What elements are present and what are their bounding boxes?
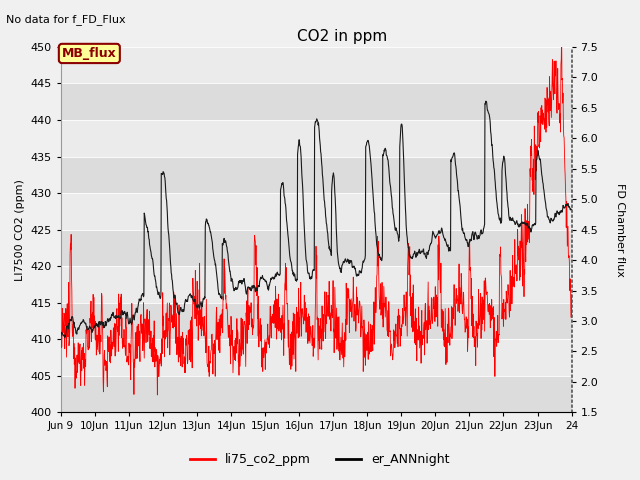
Title: CO2 in ppm: CO2 in ppm	[296, 29, 387, 44]
Bar	[61, 84, 572, 120]
Y-axis label: LI7500 CO2 (ppm): LI7500 CO2 (ppm)	[15, 179, 25, 281]
Bar	[61, 303, 572, 339]
Text: MB_flux: MB_flux	[62, 47, 116, 60]
Bar	[61, 156, 572, 193]
Bar	[61, 47, 572, 84]
Bar	[61, 193, 572, 229]
Bar	[61, 339, 572, 376]
Legend: li75_co2_ppm, er_ANNnight: li75_co2_ppm, er_ANNnight	[186, 448, 454, 471]
Y-axis label: FD Chamber flux: FD Chamber flux	[615, 183, 625, 276]
Text: No data for f_FD_Flux: No data for f_FD_Flux	[6, 14, 126, 25]
Bar	[61, 266, 572, 303]
Bar	[61, 120, 572, 156]
Bar	[61, 229, 572, 266]
Bar	[61, 376, 572, 412]
